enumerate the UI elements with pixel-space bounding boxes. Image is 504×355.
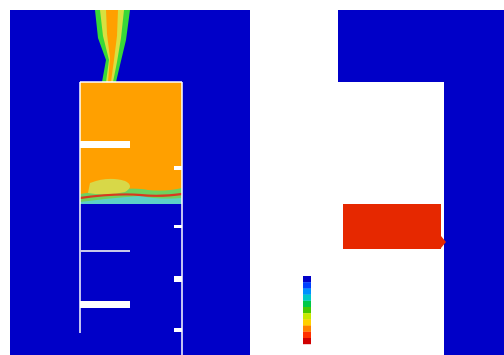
legend-swatch	[303, 307, 311, 314]
color-legend	[303, 276, 311, 345]
heated-block	[343, 204, 441, 249]
wall-tick-4	[174, 328, 182, 332]
wall-tick-1	[174, 166, 182, 170]
hot-fluid-region	[80, 82, 182, 196]
legend-swatch	[303, 338, 311, 345]
legend-swatch	[303, 288, 311, 295]
baffle-mid	[80, 250, 130, 252]
wall-tick-3	[174, 276, 182, 282]
baffle-lower	[80, 301, 130, 308]
legend-swatch	[303, 300, 311, 307]
legend-swatch	[303, 319, 311, 326]
legend-swatch	[303, 276, 311, 283]
baffle-upper	[80, 141, 130, 148]
right-panel	[303, 10, 504, 355]
cold-fluid-region	[80, 204, 182, 355]
left-panel	[10, 10, 250, 355]
legend-swatch	[303, 282, 311, 289]
legend-swatch	[303, 313, 311, 320]
interface-red-line	[79, 192, 183, 200]
heated-block-notch	[441, 236, 446, 248]
legend-swatch	[303, 325, 311, 332]
legend-swatch	[303, 331, 311, 338]
wall-tick-2	[174, 225, 182, 228]
legend-swatch	[303, 294, 311, 301]
plume-core-orange	[106, 10, 118, 82]
interface-yellow-blob	[88, 178, 130, 195]
